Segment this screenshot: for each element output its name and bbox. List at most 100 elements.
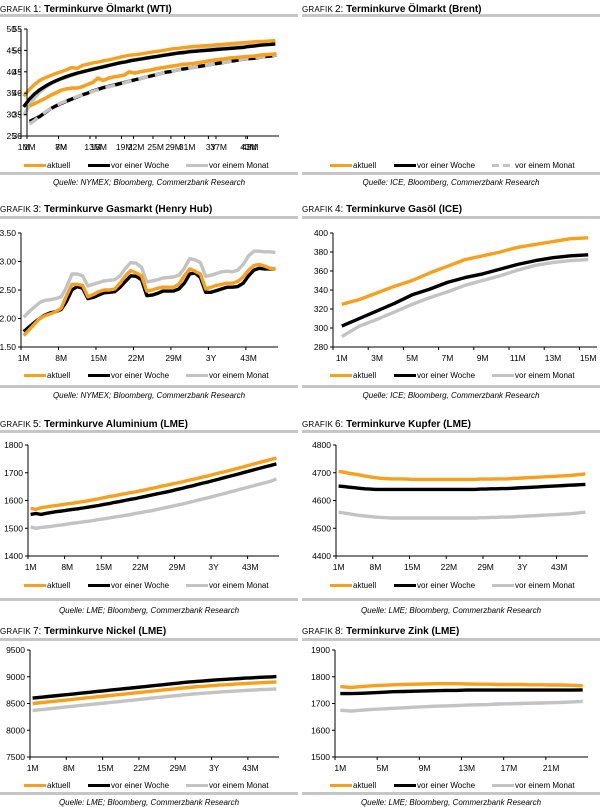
title-separator: : (340, 626, 347, 637)
x-tick-label: 29M (165, 142, 182, 152)
chart-source: Quelle: LME; Bloomberg, Commerzbank Rese… (360, 798, 542, 807)
chart-source: Quelle: NYMEX; Bloomberg, Commerzbank Re… (52, 178, 246, 187)
legend-swatch (394, 164, 416, 167)
source-divider (302, 792, 600, 795)
legend-swatch (24, 584, 46, 587)
legend-label: vor einer Woche (111, 161, 170, 170)
title-separator: : (38, 419, 45, 430)
series-line-vor-einem-monat (338, 510, 586, 520)
chart-legend: aktuell vor einer Woche vor einem Monat (0, 161, 298, 173)
source-divider (0, 792, 298, 795)
legend-label: aktuell (353, 161, 377, 170)
legend-swatch (330, 164, 352, 167)
legend-label: aktuell (353, 781, 377, 790)
legend-swatch (24, 374, 46, 377)
x-tick-label: 1M (336, 353, 348, 363)
legend-label: vor einem Monat (515, 161, 575, 170)
legend-item: vor einem Monat (492, 371, 575, 380)
x-tick-label: 3Y (206, 142, 217, 152)
series-line-aktuell (340, 682, 583, 690)
legend-item: aktuell (24, 371, 70, 380)
y-tick-label: 2.50 (0, 285, 16, 295)
x-tick-label: 31M (179, 142, 196, 152)
title-divider (0, 14, 298, 17)
x-tick-label: 43M (242, 142, 259, 152)
x-tick-label: 15M (90, 353, 107, 363)
series-line-vor-einer-woche (22, 266, 276, 333)
y-tick-label: 1400 (4, 551, 23, 561)
y-tick-label: 1700 (311, 699, 330, 709)
y-tick-label: 280 (314, 342, 328, 352)
series-line-vor-einer-woche (32, 674, 277, 700)
chart-title-text: Terminkurve Zink (LME) (346, 626, 460, 637)
x-tick-label: 8M (61, 562, 73, 572)
chart-panel-3: GRAFIK 3: Terminkurve Gasmarkt (Henry Hub… (0, 0, 298, 807)
source-divider (302, 598, 600, 601)
chart-title-text: Terminkurve Ölmarkt (Brent) (346, 4, 482, 15)
chart-legend: aktuell vor einer Woche vor einem Monat (302, 581, 600, 593)
chart-number: 7 (32, 626, 39, 637)
legend-item: vor einem Monat (186, 781, 269, 790)
chart-source: Quelle: ICE; Bloomberg, Commerzbank Rese… (362, 391, 540, 400)
chart-title-text: Terminkurve Gasmarkt (Henry Hub) (44, 204, 213, 215)
chart-5-plot: 1400 1500 1600 1700 1800 1M 8M 15M 22M 29M 3Y 43M (4, 440, 279, 572)
legend-item: aktuell (330, 781, 376, 790)
legend-swatch (394, 584, 416, 587)
legend-swatch (24, 784, 46, 787)
series-line-vor-einer-woche (338, 482, 586, 492)
legend-item: vor einem Monat (492, 161, 575, 170)
y-tick-label: 1800 (311, 672, 330, 682)
legend-label: vor einer Woche (111, 581, 170, 590)
y-tick-label: 3.00 (0, 257, 16, 267)
x-tick-label: 29M (165, 353, 182, 363)
chart-panel-6: GRAFIK 6: Terminkurve Kupfer (LME) 4400 450… (302, 0, 600, 807)
chart-panel-5: GRAFIK 5: Terminkurve Aluminium (LME) 1400… (0, 0, 298, 807)
x-tick-label: 19M (116, 142, 133, 152)
chart-title: GRAFIK 1: Terminkurve Ölmarkt (WTI) (0, 4, 172, 15)
y-tick-label: 360 (314, 266, 328, 276)
legend-label: vor einem Monat (209, 581, 269, 590)
x-tick-label: 9M (419, 763, 431, 773)
x-tick-label: 37M (210, 142, 227, 152)
legend-item: vor einem Monat (186, 371, 269, 380)
legend-swatch (186, 584, 208, 587)
x-tick-label: 7M (441, 353, 453, 363)
title-separator: : (38, 4, 45, 15)
title-divider (0, 216, 298, 219)
x-tick-label: 22M (133, 763, 150, 773)
legend-item: aktuell (24, 581, 70, 590)
series-line-aktuell-top (28, 52, 277, 108)
title-divider (302, 430, 600, 433)
chart-title: GRAFIK 4: Terminkurve Gasöl (ICE) (302, 204, 462, 215)
x-tick-label: 1M (25, 562, 37, 572)
chart-legend: aktuell vor einer Woche vor einem Monat (0, 371, 298, 383)
chart-prefix: GRAFIK (0, 205, 31, 214)
x-tick-label: 1M (24, 142, 36, 152)
x-tick-label: 5M (377, 763, 389, 773)
legend-swatch (330, 374, 352, 377)
y-tick-label: 4500 (312, 523, 331, 533)
x-tick-label: 3Y (209, 763, 220, 773)
chart-number: 3 (32, 204, 39, 215)
legend-swatch (394, 374, 416, 377)
legend-item: aktuell (330, 581, 376, 590)
x-tick-label: 1M (333, 562, 345, 572)
series-line-vor-einer-woche (340, 688, 583, 696)
y-tick-label: 4400 (312, 551, 331, 561)
chart-prefix: GRAFIK (302, 420, 333, 429)
y-tick-label: 1500 (311, 752, 330, 762)
x-tick-label: 21M (543, 763, 560, 773)
legend-label: aktuell (47, 581, 71, 590)
legend-label: aktuell (353, 581, 377, 590)
legend-swatch (24, 164, 46, 167)
legend-label: vor einer Woche (111, 781, 170, 790)
chart-number: 2 (334, 4, 341, 15)
title-separator: : (340, 419, 347, 430)
legend-item: vor einer Woche (88, 781, 169, 790)
series-line-vor-einem-monat (340, 257, 589, 339)
legend-item: vor einem Monat (186, 581, 269, 590)
legend-item: aktuell (330, 371, 376, 380)
chart-number: 6 (334, 419, 341, 430)
x-tick-label: 11M (510, 353, 526, 363)
chart-prefix: GRAFIK (0, 5, 31, 14)
